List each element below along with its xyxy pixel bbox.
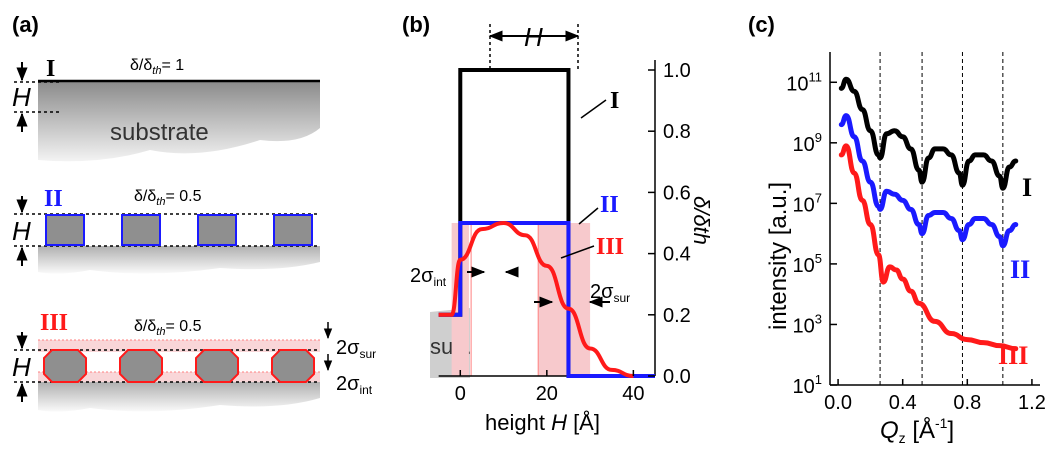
int-band bbox=[38, 372, 320, 382]
xtick-label-c: 0.4 bbox=[889, 392, 917, 414]
panel-c: (c) 101 103 105 107 109 1011 0.0 0.4 0.8 1.2 inte… bbox=[748, 12, 1046, 446]
island-II-3 bbox=[197, 214, 237, 246]
sigma-int-b: 2σint bbox=[410, 265, 447, 289]
pink-bands bbox=[451, 223, 591, 376]
roman-II-c: II bbox=[1010, 255, 1030, 284]
xtick-label-b: 40 bbox=[622, 383, 644, 405]
ytick-label-c: 103 bbox=[793, 311, 822, 337]
ytick-label-b: 0.0 bbox=[663, 366, 691, 388]
leader-II-b bbox=[578, 207, 599, 225]
leader-III-b bbox=[560, 245, 595, 259]
ratio-II: δ/δth= 0.5 bbox=[134, 188, 202, 208]
ratio-I: δ/δth= 1 bbox=[130, 57, 184, 77]
island-II-4 bbox=[273, 214, 313, 246]
series-II-c bbox=[838, 113, 1019, 249]
substrate-block-I bbox=[38, 82, 320, 162]
roman-III-a: III bbox=[40, 310, 68, 336]
H-label-b: H bbox=[524, 22, 543, 52]
xtick-label-b: 20 bbox=[536, 383, 558, 405]
panel-c-tag: (c) bbox=[748, 12, 775, 37]
xlabel-b: height H [Å] bbox=[485, 410, 600, 435]
roman-I-b: I bbox=[610, 88, 619, 114]
sigma-int-a: 2σint bbox=[336, 373, 373, 397]
substrate-label: substrate bbox=[110, 119, 209, 146]
ytick-label-b: 0.6 bbox=[663, 182, 691, 204]
H-label-III: H bbox=[12, 352, 31, 382]
series-III-b bbox=[438, 220, 634, 378]
series-b bbox=[438, 68, 655, 378]
ytick-label-c: 101 bbox=[793, 372, 822, 398]
island-III-3 bbox=[195, 349, 239, 383]
xtick-label-c: 1.2 bbox=[1018, 392, 1046, 414]
panel-a-model-III: H III δ/δth= 0.5 2σsur 2σint bbox=[12, 310, 376, 412]
ticks-b: 0.0 0.2 0.4 0.6 0.8 1.0 0 20 40 bbox=[455, 60, 691, 405]
ratio-III: δ/δth= 0.5 bbox=[134, 318, 202, 338]
series-c bbox=[838, 76, 1019, 352]
island-III-4 bbox=[271, 349, 315, 383]
series-II-b bbox=[438, 221, 655, 378]
ytick-label-b: 0.4 bbox=[663, 244, 691, 266]
roman-I-a: I bbox=[46, 56, 55, 82]
axis-c bbox=[829, 52, 1040, 386]
sur-band bbox=[38, 340, 320, 352]
roman-I-c: I bbox=[1022, 173, 1032, 202]
sigma-sur-a: 2σsur bbox=[336, 337, 376, 361]
roman-III-c: III bbox=[998, 341, 1028, 370]
xlabel-c: Qz [Å-1] bbox=[880, 415, 954, 446]
substrate-block-III bbox=[38, 382, 320, 412]
xtick-label-c: 0.0 bbox=[824, 392, 852, 414]
xtick-label-c: 0.8 bbox=[953, 392, 981, 414]
island-II-2 bbox=[121, 214, 161, 246]
ytick-label-c: 105 bbox=[793, 251, 822, 277]
leader-I-b bbox=[580, 99, 607, 119]
roman-II-a: II bbox=[44, 186, 63, 212]
panel-a-model-II: H II δ/δth= 0.5 bbox=[12, 186, 320, 274]
H-label-I: H bbox=[12, 82, 31, 112]
panel-b: (b) sub. 0.00.20.40.60.81.00 20 40 H I II … bbox=[402, 12, 714, 435]
band-sur bbox=[538, 223, 591, 376]
ytick-label-c: 1011 bbox=[786, 69, 822, 95]
ticks-c: 101 103 105 107 109 1011 0.0 0.4 0.8 1.2 bbox=[786, 69, 1046, 414]
panel-a: (a) H I δ/δth= 1 substrate H II bbox=[12, 12, 376, 412]
island-III-2 bbox=[119, 349, 163, 383]
substrate-block-II bbox=[38, 246, 320, 274]
ytick-label-c: 109 bbox=[793, 130, 822, 156]
ylabel-c: intensity [a.u.] bbox=[765, 182, 792, 330]
ytick-label-b: 1.0 bbox=[663, 60, 691, 82]
roman-III-b: III bbox=[596, 234, 624, 260]
ytick-label-b: 0.2 bbox=[663, 305, 691, 327]
island-II-1 bbox=[45, 214, 85, 246]
series-I-c bbox=[838, 76, 1019, 191]
xtick-label-b: 0 bbox=[455, 383, 466, 405]
panel-b-tag: (b) bbox=[402, 12, 430, 37]
panel-a-model-I: H I δ/δth= 1 substrate bbox=[12, 56, 320, 162]
island-III-1 bbox=[43, 349, 87, 383]
H-label-II: H bbox=[12, 216, 31, 246]
ytick-label-b: 0.8 bbox=[663, 121, 691, 143]
ylabel-b: δ/δth bbox=[689, 196, 714, 245]
ytick-label-c: 107 bbox=[793, 190, 822, 216]
series-III-c bbox=[838, 143, 1019, 352]
panel-a-tag: (a) bbox=[12, 12, 39, 37]
roman-II-b: II bbox=[600, 192, 619, 218]
